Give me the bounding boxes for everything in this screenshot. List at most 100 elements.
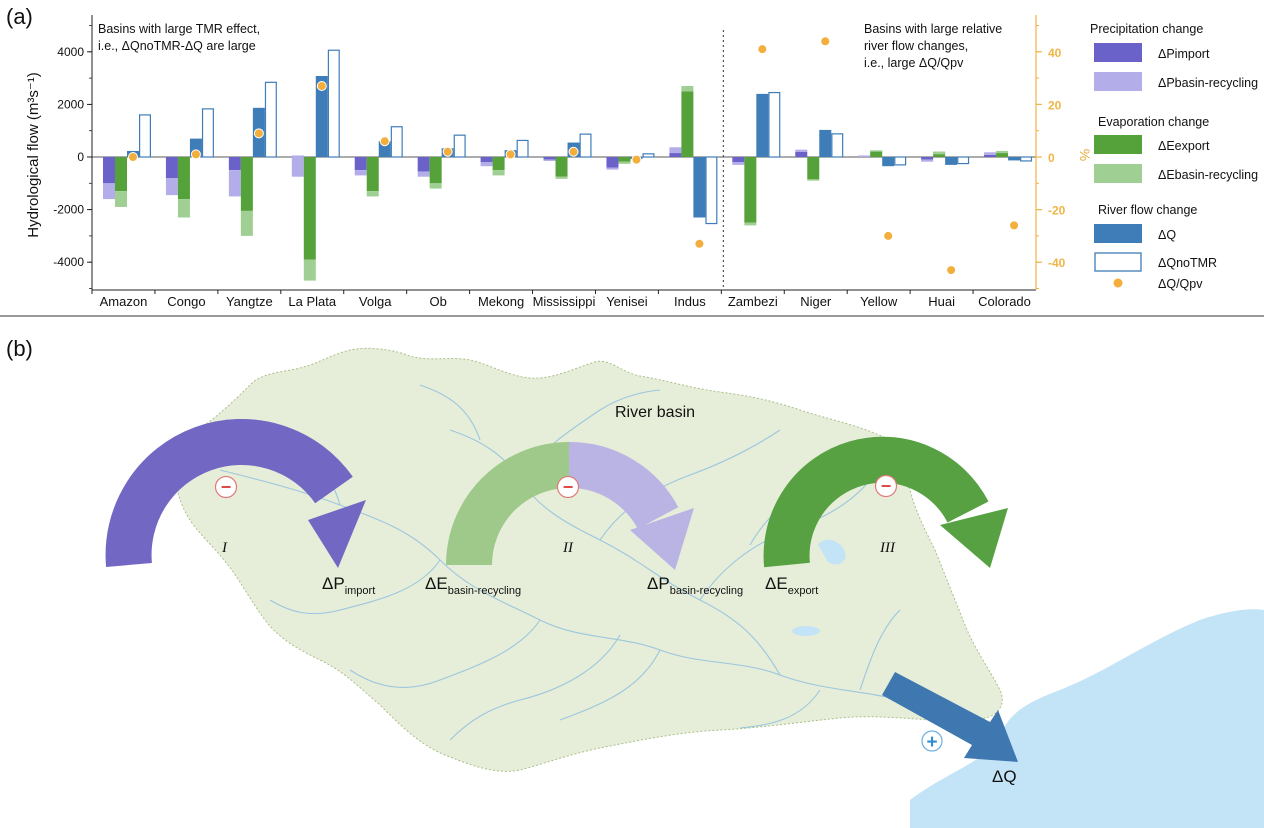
bar-e-export — [870, 150, 883, 157]
bar-e-export — [240, 157, 253, 211]
legend-swatch-dq-notmr — [1094, 252, 1142, 272]
annotation-left-line1: Basins with large TMR effect, — [98, 22, 260, 36]
bar-dq-notmr — [201, 108, 214, 158]
bar-dq-notmr — [453, 134, 466, 158]
bar-dq — [315, 75, 328, 157]
point-dq-qpv — [1009, 220, 1020, 231]
bar-p-import — [732, 157, 745, 163]
bar-dq-notmr — [327, 49, 340, 158]
point-dq-qpv — [694, 238, 705, 249]
bar-e-export — [807, 157, 820, 180]
point-dq-qpv — [757, 44, 768, 55]
bar-dq — [756, 93, 769, 157]
point-dq-qpv — [253, 128, 264, 139]
point-dq-qpv — [568, 146, 579, 157]
point-dq-qpv — [820, 36, 831, 47]
y-tick-label: -4000 — [53, 255, 84, 269]
point-dq-qpv — [190, 149, 201, 160]
legend-swatch-dq-qpv — [1113, 278, 1123, 288]
legend-precip-title: Precipitation change — [1090, 22, 1203, 36]
point-dq-qpv — [316, 80, 327, 91]
point-dq-qpv — [442, 146, 453, 157]
category-label: Yenisei — [606, 294, 648, 309]
bar-e-export — [555, 157, 568, 177]
bar-p-recycling — [165, 178, 178, 196]
label-roman-1: I — [221, 540, 228, 556]
bar-p-recycling — [543, 159, 556, 161]
legend-dq-qpv: ΔQ/Qpv — [1158, 277, 1203, 291]
annotation-right-line1: Basins with large relative — [864, 22, 1002, 36]
bar-p-recycling — [480, 162, 493, 167]
category-label: Niger — [800, 294, 832, 309]
bar-dq — [945, 157, 958, 165]
bar-e-recycling — [807, 179, 820, 181]
point-dq-qpv — [631, 154, 642, 165]
y2-tick-label: 0 — [1048, 151, 1055, 165]
legend-swatch-e-export — [1094, 135, 1142, 154]
legend-p-import: ΔPimport — [1158, 47, 1210, 61]
arrow-dq — [882, 672, 1018, 762]
arrow-import — [105, 419, 366, 568]
category-label: Volga — [359, 294, 392, 309]
bar-p-recycling — [103, 183, 115, 200]
legend-swatch-e-recycling — [1094, 164, 1142, 183]
bar-e-export — [492, 157, 505, 171]
y2-tick-label: -20 — [1048, 204, 1066, 218]
arrow-recycling — [446, 441, 694, 570]
y-axis-title: Hydrological flow (m³s⁻¹) — [25, 72, 42, 237]
svg-text:−: − — [563, 477, 574, 497]
legend-p-recycling: ΔPbasin-recycling — [1158, 76, 1258, 90]
bar-p-import — [165, 157, 178, 179]
bar-dq-notmr — [957, 156, 970, 165]
category-label: Mekong — [478, 294, 524, 309]
river-basin-label: River basin — [615, 404, 695, 421]
legend-evap-title: Evaporation change — [1098, 115, 1209, 129]
sea — [910, 609, 1264, 828]
bar-p-import — [417, 157, 430, 172]
panel-b: (b) River basin — [6, 336, 1264, 828]
bar-dq-notmr — [705, 156, 718, 225]
bar-p-import — [984, 154, 997, 157]
legend-e-recycling: ΔEbasin-recycling — [1158, 168, 1258, 182]
category-labels: Amazon Congo Yangtze La Plata Volga Ob Mekong M… — [91, 290, 1031, 309]
point-dq-qpv — [946, 265, 957, 276]
bar-dq-notmr — [831, 133, 844, 158]
bar-e-export — [429, 157, 442, 184]
point-dq-qpv — [128, 152, 138, 162]
bar-p-import — [228, 157, 241, 171]
bar-p-recycling — [984, 152, 997, 155]
panel-a-label: (a) — [6, 4, 33, 29]
label-p-import: ΔPimport — [322, 574, 375, 597]
bar-e-recycling — [681, 85, 694, 92]
bar-p-import — [795, 151, 808, 157]
bar-dq-notmr — [579, 133, 592, 158]
category-label: Mississippi — [533, 294, 596, 309]
bar-e-export — [115, 157, 127, 192]
bar-e-export — [177, 157, 190, 200]
river-basin-land — [173, 347, 1003, 772]
bar-e-export — [303, 157, 316, 260]
bar-e-recycling — [744, 222, 757, 226]
category-label: Colorado — [978, 294, 1031, 309]
bar-e-recycling — [429, 183, 442, 189]
minus-sign-3: − — [874, 474, 898, 498]
legend-swatch-p-import — [1094, 43, 1142, 62]
category-label: Yellow — [860, 294, 898, 309]
bar-e-export — [744, 157, 757, 223]
category-label: Indus — [674, 294, 706, 309]
y2-tick-label: -40 — [1048, 256, 1066, 270]
bar-dq-notmr — [139, 114, 152, 158]
bar-p-import — [103, 157, 115, 184]
bar-p-import — [606, 157, 619, 168]
category-label: Amazon — [100, 294, 148, 309]
y-tick-label: 0 — [77, 150, 84, 164]
label-e-export: ΔEexport — [765, 574, 818, 597]
y-tick-label: 2000 — [57, 97, 84, 111]
bar-e-recycling — [177, 199, 190, 218]
bar-e-recycling — [492, 170, 505, 176]
legend-swatch-p-recycling — [1094, 72, 1142, 91]
y-tick-label: 4000 — [57, 45, 84, 59]
bar-p-recycling — [354, 170, 367, 176]
arrow-export — [763, 436, 1008, 568]
